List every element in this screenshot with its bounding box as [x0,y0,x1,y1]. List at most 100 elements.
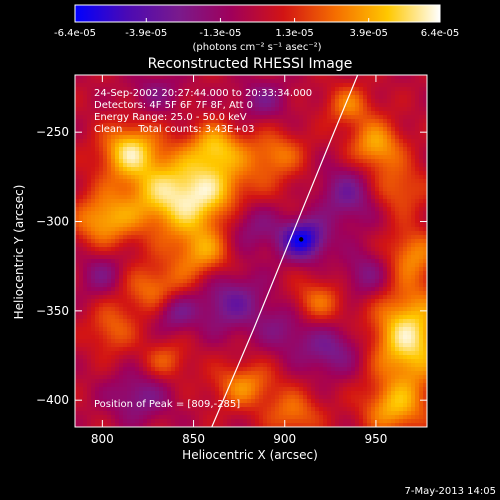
heatmap-cell [391,291,396,296]
heatmap-cell [179,267,184,272]
heatmap-cell [383,75,388,80]
heatmap-cell [295,239,300,244]
heatmap-cell [143,103,148,108]
heatmap-cell [231,107,236,112]
heatmap-cell [363,199,368,204]
heatmap-cell [123,75,128,80]
heatmap-cell [315,227,320,232]
heatmap-cell [83,143,88,148]
heatmap-cell [219,295,224,300]
heatmap-cell [243,279,248,284]
heatmap-cell [75,75,80,80]
heatmap-cell [75,155,80,160]
heatmap-cell [371,131,376,136]
heatmap-cell [87,191,92,196]
heatmap-cell [395,219,400,224]
heatmap-cell [383,195,388,200]
heatmap-cell [263,155,268,160]
heatmap-cell [243,299,248,304]
heatmap-cell [259,83,264,88]
heatmap-cell [143,123,148,128]
heatmap-cell [323,207,328,212]
heatmap-cell [79,111,84,116]
heatmap-cell [115,203,120,208]
heatmap-cell [411,163,416,168]
heatmap-cell [227,287,232,292]
heatmap-cell [299,255,304,260]
heatmap-cell [391,95,396,100]
heatmap-cell [179,99,184,104]
heatmap-cell [407,239,412,244]
heatmap-cell [127,251,132,256]
heatmap-cell [275,239,280,244]
heatmap-cell [335,255,340,260]
heatmap-cell [311,127,316,132]
heatmap-cell [167,295,172,300]
heatmap-cell [235,271,240,276]
heatmap-cell [159,103,164,108]
heatmap-cell [115,187,120,192]
heatmap-cell [311,91,316,96]
heatmap-cell [143,291,148,296]
heatmap-cell [227,131,232,136]
heatmap-cell [267,291,272,296]
heatmap-cell [347,267,352,272]
colorbar-tick-label: -6.4e-05 [54,28,96,39]
heatmap-cell [419,271,424,276]
heatmap-cell [319,151,324,156]
heatmap-cell [303,287,308,292]
heatmap-cell [179,251,184,256]
heatmap-cell [355,267,360,272]
heatmap-cell [107,251,112,256]
heatmap-cell [367,175,372,180]
heatmap-cell [399,191,404,196]
heatmap-cell [151,219,156,224]
heatmap-cell [179,255,184,260]
heatmap-cell [135,215,140,220]
heatmap-cell [119,107,124,112]
heatmap-cell [163,267,168,272]
heatmap-cell [163,159,168,164]
heatmap-cell [267,127,272,132]
heatmap-cell [255,171,260,176]
heatmap-cell [419,167,424,172]
heatmap-cell [195,163,200,168]
heatmap-cell [207,115,212,120]
heatmap-cell [239,251,244,256]
heatmap-cell [295,171,300,176]
heatmap-cell [415,91,420,96]
heatmap-cell [183,251,188,256]
heatmap-cell [319,255,324,260]
heatmap-cell [383,207,388,212]
heatmap-cell [295,259,300,264]
heatmap-cell [207,155,212,160]
heatmap-cell [195,227,200,232]
heatmap-cell [175,99,180,104]
heatmap-cell [195,259,200,264]
heatmap-cell [279,199,284,204]
heatmap-cell [295,79,300,84]
heatmap-cell [239,131,244,136]
heatmap-cell [191,215,196,220]
heatmap-cell [323,147,328,152]
heatmap-cell [191,255,196,260]
heatmap-cell [403,243,408,248]
heatmap-cell [191,107,196,112]
heatmap-cell [143,287,148,292]
heatmap-cell [371,123,376,128]
heatmap-cell [115,199,120,204]
heatmap-cell [167,179,172,184]
heatmap-cell [119,179,124,184]
heatmap-cell [423,167,427,172]
heatmap-cell [315,179,320,184]
heatmap-cell [111,275,116,280]
heatmap-cell [131,255,136,260]
heatmap-cell [283,123,288,128]
heatmap-cell [371,103,376,108]
heatmap-cell [259,175,264,180]
heatmap-cell [267,75,272,80]
heatmap-cell [211,79,216,84]
heatmap-cell [195,155,200,160]
heatmap-cell [259,219,264,224]
heatmap-cell [367,247,372,252]
